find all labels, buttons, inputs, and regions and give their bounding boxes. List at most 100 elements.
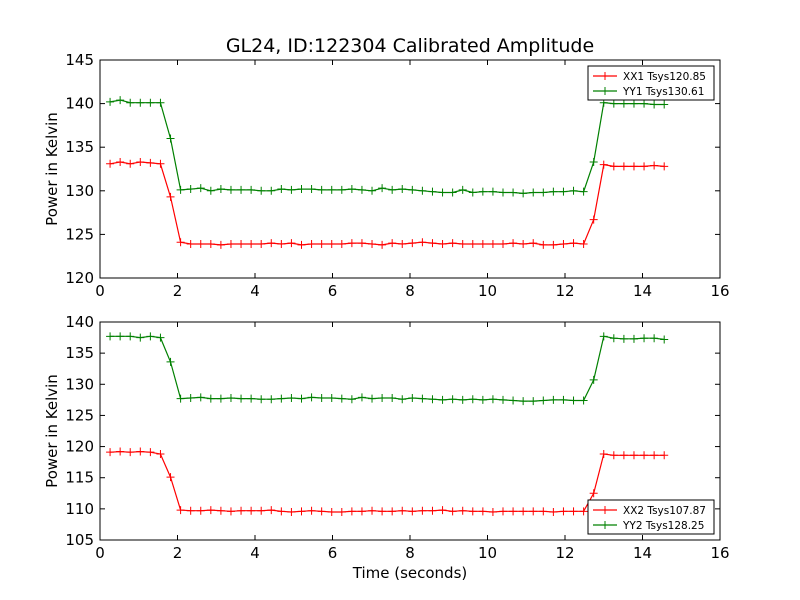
data-point: [106, 97, 115, 106]
x-tick-label: 14: [633, 544, 652, 562]
data-point: [579, 507, 588, 516]
data-point: [347, 185, 356, 194]
data-point: [438, 395, 447, 404]
data-point: [196, 393, 205, 402]
data-point: [297, 240, 306, 249]
data-point: [267, 239, 276, 248]
data-point: [257, 506, 266, 515]
data-point: [559, 239, 568, 248]
data-point: [388, 185, 397, 194]
x-tick-label: 2: [173, 282, 183, 300]
data-point: [619, 334, 628, 343]
x-tick-label: 8: [405, 282, 415, 300]
data-point: [327, 507, 336, 516]
data-point: [247, 394, 256, 403]
data-point: [589, 158, 598, 167]
y-tick-label: 145: [65, 51, 94, 69]
data-point: [116, 332, 125, 341]
data-point: [277, 507, 286, 516]
y-axis-label: Power in Kelvin: [43, 112, 61, 226]
data-point: [156, 333, 165, 342]
data-point: [166, 134, 175, 143]
x-tick-label: 6: [328, 282, 338, 300]
data-point: [327, 185, 336, 194]
data-point: [347, 507, 356, 516]
data-point: [156, 450, 165, 459]
legend-box: [587, 65, 715, 101]
data-point: [126, 448, 135, 457]
y-tick-label: 140: [65, 313, 94, 331]
data-point: [640, 334, 649, 343]
data-point: [166, 473, 175, 482]
data-point: [609, 162, 618, 171]
data-point: [106, 159, 115, 168]
data-point: [116, 158, 125, 167]
data-point: [327, 393, 336, 402]
y-tick-label: 140: [65, 95, 94, 113]
data-point: [579, 239, 588, 248]
data-point: [619, 99, 628, 108]
data-point: [458, 239, 467, 248]
data-point: [196, 184, 205, 193]
data-point: [408, 507, 417, 516]
x-tick-label: 4: [250, 544, 260, 562]
data-point: [267, 506, 276, 515]
data-point: [468, 507, 477, 516]
data-point: [368, 506, 377, 515]
data-point: [499, 507, 507, 516]
data-point: [226, 393, 235, 402]
data-point: [156, 98, 165, 107]
x-tick-label: 4: [250, 282, 260, 300]
data-point: [357, 239, 366, 248]
data-point: [186, 393, 195, 402]
data-point: [368, 394, 377, 403]
data-point: [226, 185, 235, 194]
legend-marker: [601, 72, 609, 80]
x-tick-label: 14: [633, 282, 652, 300]
data-point: [640, 99, 649, 108]
data-point: [549, 395, 558, 404]
data-point: [478, 395, 487, 404]
data-point: [126, 332, 135, 341]
bottom-plot: 0 2 4 6 8 10 12 14 16 105 110 115 120 125 130 135 140 Pow…: [43, 313, 730, 582]
legend-marker: [601, 521, 609, 529]
data-point: [629, 99, 638, 108]
top-plot: 0 2 4 6 8 10 12 14 16 120 125 130 135 140 145 Power in …: [43, 51, 730, 300]
data-point: [146, 332, 155, 341]
data-point: [468, 395, 477, 404]
data-point: [539, 507, 548, 516]
data-point: [347, 395, 356, 404]
data-point: [226, 507, 235, 516]
data-point: [448, 395, 457, 404]
data-point: [267, 395, 276, 404]
data-point: [398, 395, 407, 404]
data-point: [206, 239, 215, 248]
data-point: [650, 451, 659, 460]
data-point: [478, 187, 487, 196]
data-point: [277, 394, 286, 403]
data-point: [650, 334, 659, 343]
data-point: [650, 161, 659, 170]
data-point: [660, 100, 669, 109]
data-point: [297, 507, 306, 516]
data-point: [337, 394, 346, 403]
data-point: [388, 393, 397, 402]
data-point: [317, 393, 326, 402]
data-point: [156, 159, 165, 168]
data-point: [378, 393, 387, 402]
data-point: [418, 394, 427, 403]
data-point: [529, 397, 538, 406]
data-point: [428, 187, 437, 196]
data-point: [448, 239, 457, 248]
data-point: [146, 158, 155, 167]
data-point: [378, 507, 387, 516]
data-point: [237, 185, 246, 194]
data-point: [629, 451, 638, 460]
data-point: [579, 396, 588, 405]
data-point: [488, 187, 497, 196]
data-point: [519, 239, 528, 248]
data-point: [126, 159, 135, 168]
data-point: [257, 239, 266, 248]
data-point: [519, 507, 528, 516]
